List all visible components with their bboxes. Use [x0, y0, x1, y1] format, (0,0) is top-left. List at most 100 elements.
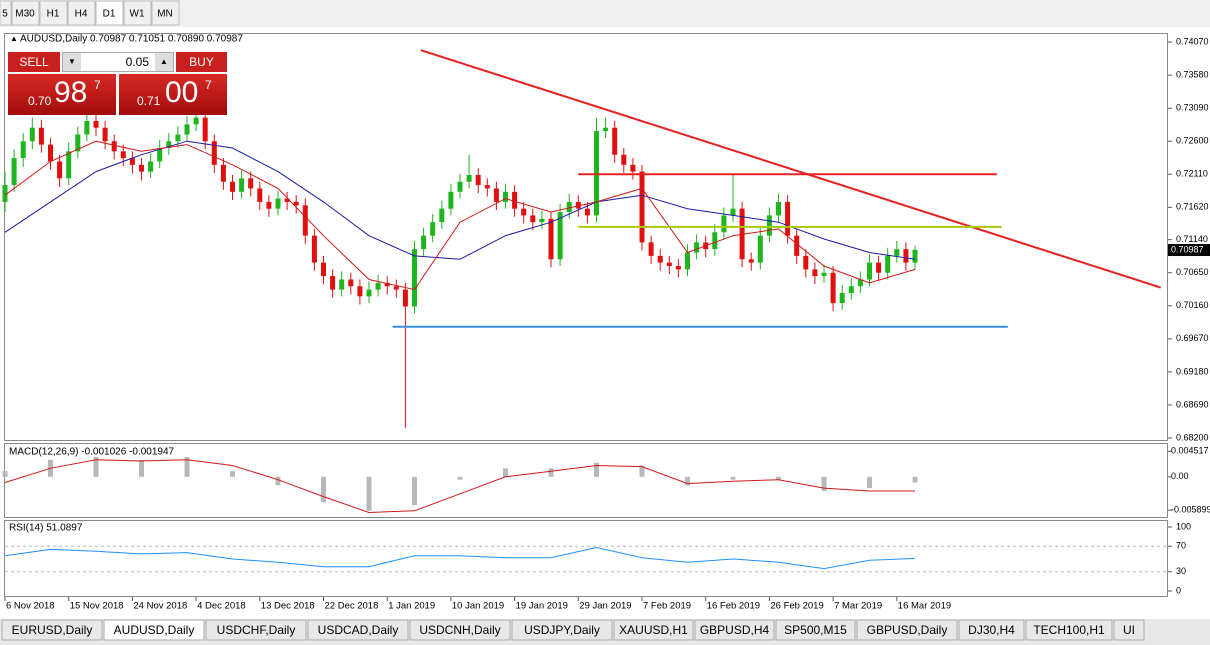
y-tick-label: 0.73580: [1176, 70, 1209, 80]
timeframe-button[interactable]: [151, 0, 180, 26]
x-tick-label: 22 Dec 2018: [325, 601, 379, 612]
candle-body: [757, 235, 763, 263]
y-tick-label: 0.74070: [1176, 36, 1209, 46]
lot-input[interactable]: 0.05: [62, 52, 174, 72]
macd-bar: [139, 459, 144, 477]
y-tick-label: 0.69180: [1176, 366, 1209, 376]
candle-body: [384, 282, 390, 287]
ask-box[interactable]: 0.71 00 7: [119, 74, 227, 115]
candle-body: [66, 151, 72, 179]
bid-box[interactable]: 0.70 98 7: [8, 74, 116, 115]
macd-bar: [321, 476, 326, 503]
candle-body: [512, 191, 518, 209]
symbol-tab[interactable]: [103, 619, 205, 641]
macd-bar: [730, 476, 736, 480]
buy-button[interactable]: BUY: [176, 52, 227, 72]
moving-average: [4, 140, 916, 291]
symbol-tab-label: USDCNH,Daily: [419, 623, 500, 637]
macd-bar: [503, 468, 508, 477]
symbol-tab-label: USDCHF,Daily: [217, 623, 296, 637]
symbol-tab[interactable]: [958, 619, 1025, 641]
candle-body: [685, 252, 690, 270]
candle-body: [11, 158, 17, 186]
candle-body: [193, 117, 199, 125]
timeframe-button[interactable]: [0, 0, 12, 26]
candle-body: [148, 161, 154, 172]
timeframe-button[interactable]: [39, 0, 68, 26]
candle-body: [330, 276, 336, 290]
y-tick-label: 0.71620: [1176, 202, 1209, 212]
candle-body: [311, 235, 317, 263]
symbol-tab[interactable]: [409, 619, 511, 641]
ask-pip: 7: [205, 78, 212, 92]
candle-body: [257, 188, 263, 202]
candle-body: [439, 208, 445, 223]
candle-body: [475, 174, 481, 186]
macd-bar: [685, 476, 690, 486]
candle-body: [630, 164, 636, 172]
candle-body: [84, 121, 90, 135]
symbol-tab[interactable]: [775, 619, 856, 641]
candle-body: [211, 141, 217, 165]
x-tick-label: 13 Dec 2018: [261, 601, 315, 612]
candle-body: [175, 134, 181, 142]
macd-bar: [821, 476, 827, 491]
symbol-tab[interactable]: [205, 619, 307, 641]
timeframe-button[interactable]: [95, 0, 124, 26]
macd-bar: [93, 457, 99, 477]
candle-body: [202, 117, 208, 142]
bid-big: 98: [54, 76, 88, 109]
candle-body: [402, 289, 408, 307]
timeframe-label: M30: [15, 9, 35, 20]
symbol-tab[interactable]: [307, 619, 409, 641]
lot-up[interactable]: ▲: [155, 53, 173, 71]
rsi-tick-label: 30: [1176, 566, 1186, 576]
main-panel: [4, 33, 1168, 441]
candle-body: [38, 127, 44, 145]
timeframe-button[interactable]: [123, 0, 152, 26]
candle-body: [521, 208, 527, 216]
candle-body: [666, 262, 672, 266]
candle-body: [248, 178, 254, 189]
candle-body: [584, 208, 590, 216]
candle-body: [539, 218, 545, 223]
toolbar: [0, 0, 1210, 27]
timeframe-button[interactable]: [67, 0, 96, 26]
candle-body: [748, 259, 754, 263]
candle-body: [448, 191, 454, 209]
candle-body: [239, 178, 245, 192]
macd-bar: [275, 476, 281, 486]
x-tick-label: 4 Dec 2018: [197, 601, 246, 612]
candle-body: [830, 272, 836, 304]
candle-body: [812, 269, 818, 277]
timeframe-button[interactable]: [11, 0, 40, 26]
symbol-tab-label: TECH100,H1: [1033, 623, 1105, 637]
candle-body: [876, 262, 882, 273]
candle-body: [139, 164, 144, 172]
candle-body: [503, 191, 508, 202]
symbol-tab[interactable]: [511, 619, 613, 641]
candle-body: [867, 262, 872, 280]
candle-body: [548, 218, 554, 260]
candle-body: [766, 215, 772, 236]
symbol-tab[interactable]: [1, 619, 103, 641]
symbol-tab[interactable]: [1025, 619, 1113, 641]
symbol-tab[interactable]: [613, 619, 694, 641]
symbol-tab[interactable]: [694, 619, 775, 641]
macd-bar: [912, 476, 918, 483]
x-tick-label: 7 Feb 2019: [643, 601, 691, 612]
symbol-tab[interactable]: [1113, 619, 1145, 641]
candle-body: [284, 198, 290, 202]
macd-signal: [4, 459, 915, 514]
sell-button[interactable]: SELL: [8, 52, 60, 72]
candle-body: [785, 201, 791, 236]
lot-down[interactable]: ▼: [63, 53, 81, 71]
macd-bar: [184, 457, 190, 477]
y-tick-label: 0.72110: [1176, 169, 1208, 179]
x-tick-label: 6 Nov 2018: [6, 601, 55, 612]
bid-prefix: 0.70: [28, 94, 52, 108]
candle-body: [857, 279, 863, 287]
candle-body: [393, 286, 399, 290]
symbol-tab[interactable]: [856, 619, 958, 641]
